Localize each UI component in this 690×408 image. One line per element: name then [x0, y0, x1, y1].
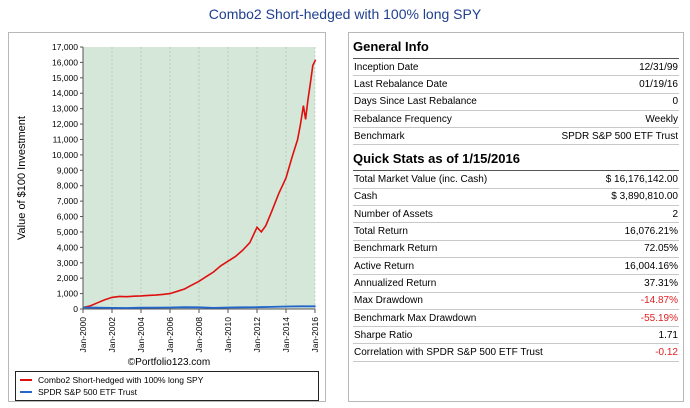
y-tick-label: 3,000	[57, 258, 79, 268]
quick-stats-table: Total Market Value (inc. Cash) $ 16,176,1…	[353, 171, 679, 362]
row-value: 16,076.21%	[624, 226, 678, 238]
row-label: Benchmark Return	[354, 243, 438, 255]
chart-panel: Jan-2000 Jan-2002 Jan-2004 Jan-2006 Jan-2008…	[8, 32, 326, 402]
row-label: Total Return	[354, 226, 408, 238]
legend-item-strategy[interactable]: Combo2 Short-hedged with 100% long SPY	[20, 374, 314, 386]
series-line-0	[82, 59, 317, 309]
legend-swatch-benchmark	[20, 391, 32, 393]
table-row: Inception Date 12/31/99	[353, 59, 679, 77]
table-row: Benchmark Max Drawdown -55.19%	[353, 310, 679, 328]
row-value: 37.31%	[644, 277, 678, 289]
table-row: Active Return 16,004.16%	[353, 258, 679, 276]
general-info-heading: General Info	[353, 39, 679, 59]
table-row: Total Market Value (inc. Cash) $ 16,176,1…	[353, 171, 679, 189]
row-value: -0.12	[655, 347, 678, 359]
y-tick-label: 7,000	[57, 196, 79, 206]
table-row: Benchmark SPDR S&P 500 ETF Trust	[353, 128, 679, 146]
performance-chart: Jan-2000 Jan-2002 Jan-2004 Jan-2006 Jan-2008…	[16, 42, 320, 368]
chart-credit: ©Portfolio123.com	[128, 357, 210, 368]
y-tick-label: 8,000	[57, 181, 79, 191]
row-label: Max Drawdown	[354, 295, 423, 307]
table-row: Last Rebalance Date 01/19/16	[353, 76, 679, 94]
y-tick-label: 13,000	[52, 104, 78, 114]
table-row: Benchmark Return 72.05%	[353, 241, 679, 258]
x-tick-label: Jan-2010	[223, 317, 233, 353]
row-value: -55.19%	[640, 312, 678, 324]
info-panel: General Info Inception Date 12/31/99 Last …	[348, 32, 684, 402]
row-label: Total Market Value (inc. Cash)	[354, 174, 488, 186]
quick-stats-heading: Quick Stats as of 1/15/2016	[353, 151, 679, 172]
y-tick-label: 17,000	[52, 42, 78, 52]
legend-swatch-strategy	[20, 379, 32, 381]
table-row: Annualized Return 37.31%	[353, 275, 679, 293]
x-tick-label: Jan-2012	[252, 317, 262, 353]
y-axis-label: Value of $100 Investment	[16, 116, 28, 240]
y-tick-label: 5,000	[57, 227, 79, 237]
row-label: Active Return	[354, 260, 415, 272]
legend-label-benchmark: SPDR S&P 500 ETF Trust	[38, 387, 138, 397]
y-tick-label: 0	[73, 304, 78, 314]
row-value: SPDR S&P 500 ETF Trust	[561, 130, 678, 142]
row-value: 16,004.16%	[624, 260, 678, 272]
y-tick-label: 11,000	[53, 134, 79, 144]
y-tick-label: 10,000	[52, 150, 78, 160]
row-value: 12/31/99	[639, 61, 678, 73]
x-tick-label: Jan-2008	[194, 317, 204, 353]
x-tick-label: Jan-2006	[165, 317, 175, 353]
x-tick-label: Jan-2014	[281, 317, 291, 353]
chart-legend: Combo2 Short-hedged with 100% long SPY S…	[15, 371, 319, 401]
row-label: Last Rebalance Date	[354, 78, 448, 90]
x-tick-label: Jan-2016	[310, 317, 320, 353]
series-line-1	[82, 305, 316, 309]
row-value: $ 16,176,142.00	[605, 174, 678, 186]
page-title: Combo2 Short-hedged with 100% long SPY	[208, 6, 482, 22]
table-row: Rebalance Frequency Weekly	[353, 111, 679, 129]
y-tick-label: 1,000	[57, 289, 79, 299]
table-row: Correlation with SPDR S&P 500 ETF Trust -…	[353, 344, 679, 362]
y-tick-label: 16,000	[52, 57, 78, 67]
plot-area	[83, 47, 315, 309]
row-label: Correlation with SPDR S&P 500 ETF Trust	[354, 347, 543, 359]
row-value: Weekly	[645, 113, 678, 125]
row-label: Sharpe Ratio	[354, 329, 413, 341]
row-label: Number of Assets	[354, 208, 433, 220]
legend-label-strategy: Combo2 Short-hedged with 100% long SPY	[38, 375, 204, 385]
row-value: $ 3,890,810.00	[611, 191, 678, 203]
table-row: Sharpe Ratio 1.71	[353, 327, 679, 345]
row-value: 72.05%	[644, 243, 678, 255]
row-label: Benchmark Max Drawdown	[354, 312, 477, 324]
table-row: Days Since Last Rebalance 0	[353, 94, 679, 111]
table-row: Max Drawdown -14.87%	[353, 293, 679, 310]
row-label: Inception Date	[354, 61, 419, 73]
x-tick-label: Jan-2000	[78, 317, 88, 353]
x-tick-label: Jan-2004	[136, 317, 146, 353]
row-value: 0	[672, 96, 678, 108]
x-tick-label: Jan-2002	[107, 317, 117, 353]
table-row: Cash $ 3,890,810.00	[353, 189, 679, 207]
row-label: Rebalance Frequency	[354, 113, 452, 125]
y-tick-label: 14,000	[52, 88, 78, 98]
y-tick-label: 6,000	[57, 212, 79, 222]
row-label: Days Since Last Rebalance	[354, 96, 477, 108]
row-value: 01/19/16	[639, 78, 678, 90]
row-label: Annualized Return	[354, 277, 437, 289]
y-tick-label: 4,000	[57, 242, 79, 252]
legend-item-benchmark[interactable]: SPDR S&P 500 ETF Trust	[20, 386, 314, 398]
row-value: 2	[672, 208, 678, 220]
y-tick-label: 12,000	[52, 119, 78, 129]
general-info-table: Inception Date 12/31/99 Last Rebalance Dat…	[353, 59, 679, 146]
y-tick-label: 15,000	[52, 73, 78, 83]
row-label: Benchmark	[354, 130, 405, 142]
row-value: 1.71	[658, 329, 678, 341]
row-label: Cash	[354, 191, 378, 203]
table-row: Total Return 16,076.21%	[353, 223, 679, 241]
table-row: Number of Assets 2	[353, 206, 679, 224]
y-tick-label: 9,000	[57, 165, 79, 175]
row-value: -14.87%	[640, 295, 678, 307]
y-tick-label: 2,000	[57, 273, 79, 283]
